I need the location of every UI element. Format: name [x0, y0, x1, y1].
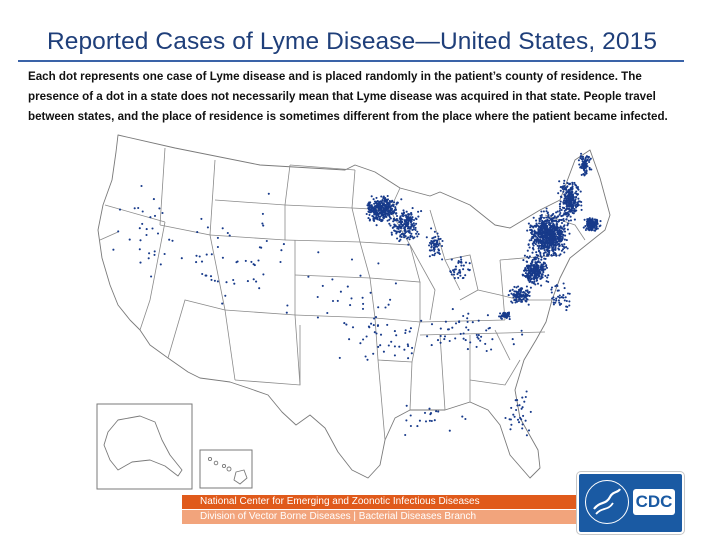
- state-border: [209, 159, 216, 236]
- state-border: [439, 334, 471, 411]
- state-border: [419, 331, 546, 336]
- state-border: [444, 254, 479, 301]
- page-title: Reported Cases of Lyme Disease—United St…: [46, 28, 658, 55]
- state-border: [409, 361, 413, 411]
- contiguous-us-outline: [97, 134, 611, 479]
- cdc-logo-text: CDC: [633, 489, 675, 515]
- state-border: [499, 259, 506, 321]
- state-border: [494, 329, 511, 361]
- state-border: [159, 147, 166, 226]
- title-divider: [18, 60, 684, 62]
- alaska-outline: [103, 415, 183, 477]
- state-border: [419, 319, 506, 323]
- state-border: [499, 254, 561, 261]
- state-border: [469, 359, 521, 386]
- state-border: [99, 231, 119, 241]
- state-border: [104, 204, 166, 223]
- state-border: [224, 309, 236, 381]
- footer-center-banner: National Center for Emerging and Zoonoti…: [182, 495, 597, 509]
- state-border: [289, 164, 356, 171]
- cdc-logo: CDC: [577, 472, 684, 534]
- hhs-seal-icon: [585, 480, 629, 524]
- case-dots-layer: [112, 152, 602, 437]
- state-border: [139, 221, 166, 331]
- map-description: Each dot represents one case of Lyme dis…: [28, 70, 668, 123]
- hawaii-inset-frame: [199, 449, 253, 489]
- state-border: [409, 244, 436, 321]
- state-border: [167, 299, 226, 359]
- footer-division-banner: Division of Vector Borne Diseases | Bact…: [182, 510, 597, 524]
- hawaii-islands: [207, 456, 248, 485]
